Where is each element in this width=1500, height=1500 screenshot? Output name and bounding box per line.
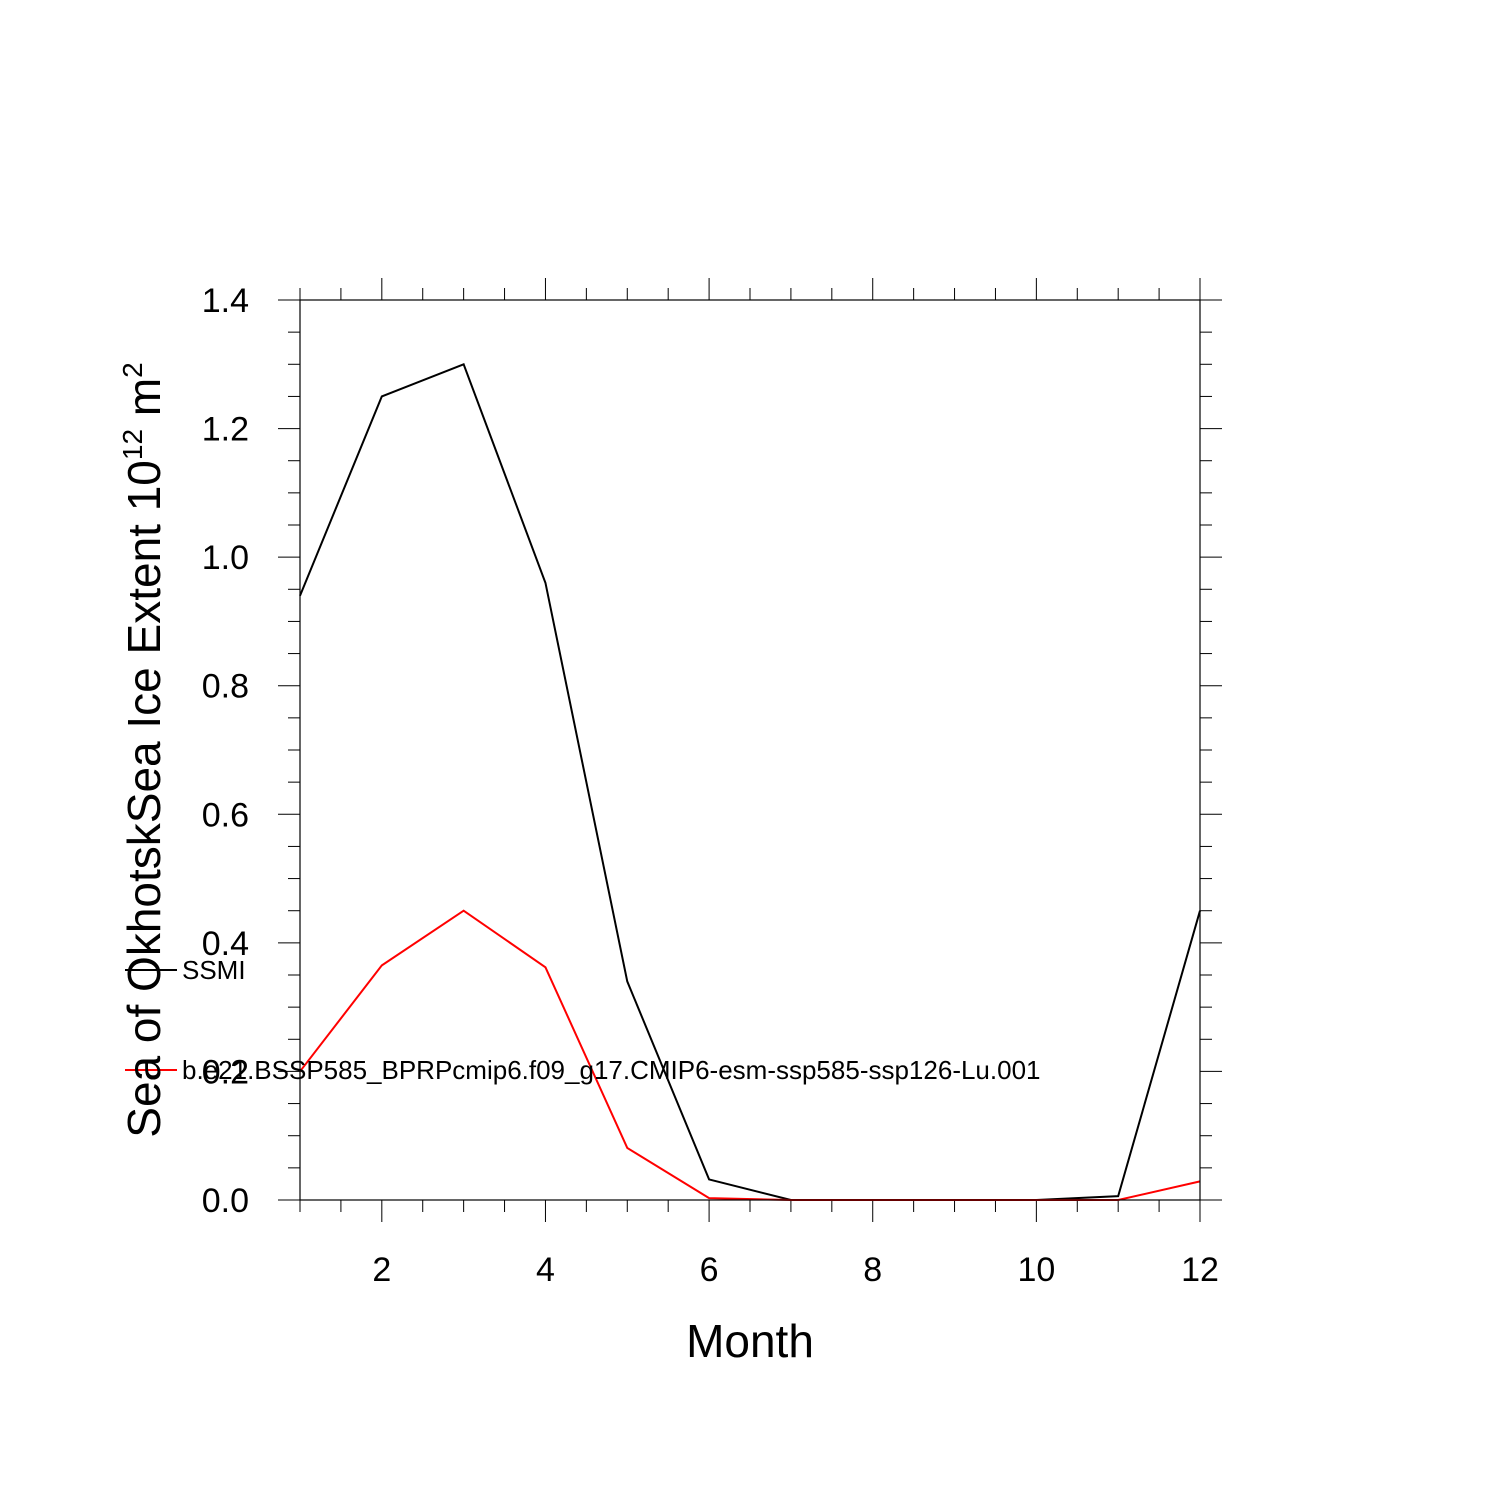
- y-tick-label: 0.4: [202, 925, 249, 963]
- x-tick-label: 2: [372, 1251, 391, 1289]
- y-axis-title: Sea of OkhotskSea Ice Extent 1012 m2: [117, 362, 170, 1137]
- y-axis-title-unit-exponent: 2: [117, 362, 148, 378]
- y-tick-label: 1.0: [202, 539, 249, 577]
- x-tick-label: 8: [863, 1251, 882, 1289]
- y-tick-label: 0.2: [202, 1053, 249, 1091]
- legend-label-1: SSMI: [182, 955, 246, 985]
- y-tick-label: 1.2: [202, 411, 249, 449]
- y-tick-label: 0.0: [202, 1182, 249, 1220]
- y-tick-label: 0.6: [202, 796, 249, 834]
- x-tick-label: 12: [1181, 1251, 1219, 1289]
- y-axis-title-unit: m: [118, 378, 170, 429]
- x-tick-label: 10: [1017, 1251, 1055, 1289]
- tick-labels: 2 4 6 8 10 12 0.0 0.2 0.4 0.6 0.8 1.0 1.2 1.4: [202, 282, 1219, 1289]
- y-tick-label: 0.8: [202, 668, 249, 706]
- x-tick-label: 4: [536, 1251, 555, 1289]
- x-tick-label: 6: [700, 1251, 719, 1289]
- x-axis-title: Month: [686, 1315, 814, 1367]
- y-axis-title-exponent: 12: [117, 429, 148, 460]
- plot-frame: [299, 299, 1201, 1201]
- axis-ticks: [278, 278, 1222, 1222]
- y-axis-title-text: Sea of OkhotskSea Ice Extent 10: [118, 460, 170, 1138]
- y-tick-label: 1.4: [202, 282, 249, 320]
- legend-label-2: b.e21.BSSP585_BPRPcmip6.f09_g17.CMIP6-es…: [182, 1055, 1041, 1085]
- legend: SSMI b.e21.BSSP585_BPRPcmip6.f09_g17.CMIP…: [125, 955, 1041, 1085]
